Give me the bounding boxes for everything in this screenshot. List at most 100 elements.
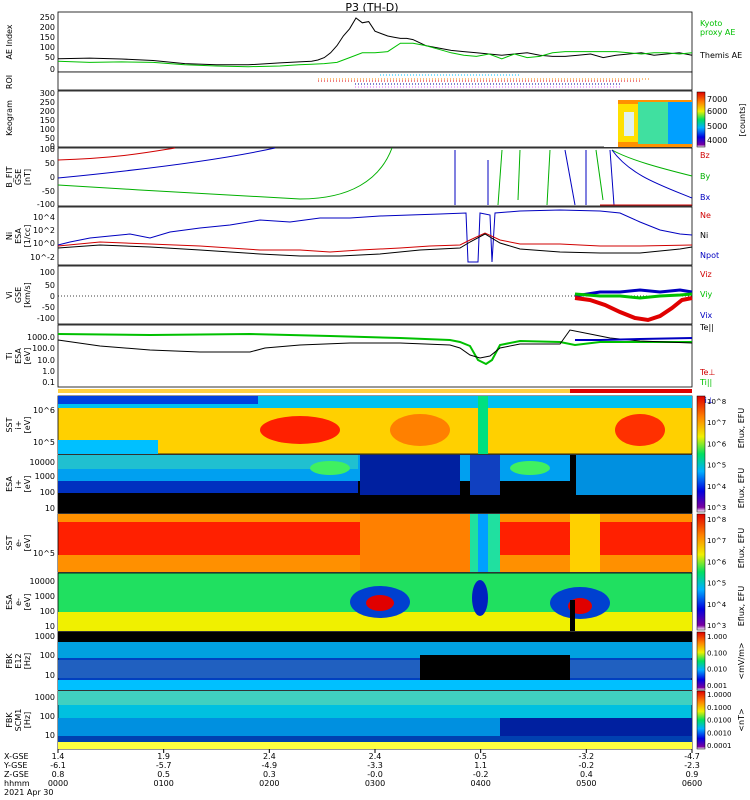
axis-col-2-3: 0200 — [259, 779, 279, 788]
esa-e-tick-10: 10 — [45, 622, 55, 631]
keo-cb-4000: 4000 — [707, 136, 727, 145]
axis-col-0-3: 0000 — [48, 779, 68, 788]
axis-col-0-2: 0.8 — [52, 770, 65, 779]
eflux-label-1: Eflux, EFU — [737, 408, 746, 449]
axis-col-4-0: 0.5 — [474, 752, 487, 761]
axis-col-1-3: 0100 — [153, 779, 173, 788]
axis-col-4-2: -0.2 — [473, 770, 489, 779]
fbk-e-ylabel-1: FBK — [5, 653, 14, 669]
n-ylabel-3: [1/cc] — [23, 225, 32, 248]
fbk-e-tick-1000: 1000 — [35, 632, 55, 641]
cb-tick-0-1: 10^7 — [707, 419, 726, 427]
esa-e-ylabel-1: ESA — [5, 594, 14, 610]
tili-legend: Ti|| — [699, 378, 712, 387]
axis-col-1-0: 1.9 — [157, 752, 170, 761]
ae-tick-150: 150 — [40, 33, 55, 42]
b-tick-0: 0 — [50, 173, 55, 182]
cb-scm-tick-4: 0.0001 — [707, 742, 732, 750]
axis-row-label-0: X-GSE — [4, 752, 29, 761]
fbk-e-tick-10: 10 — [45, 671, 55, 680]
axis-row-label-4: 2021 Apr 30 — [4, 788, 53, 797]
bfield-panel: B_FIT GSE [nT] 100 50 0 -50 -100 Bz By B… — [5, 145, 710, 209]
b-tick-m50: -50 — [42, 187, 55, 196]
sst-e-tick-5: 10^5 — [33, 549, 55, 558]
cb-scm-tick-3: 0.0010 — [707, 729, 732, 737]
axis-col-6-0: -4.7 — [684, 752, 700, 761]
vix-legend: Vix — [700, 311, 713, 320]
sst-i-tick-5: 10^5 — [33, 438, 55, 447]
sst-i-tick-6: 10^6 — [33, 406, 55, 415]
fbk-s-ylabel-1: FBK — [5, 712, 14, 728]
kyoto-legend-1: Kyoto — [700, 19, 722, 28]
v-tick-m50: -50 — [42, 303, 55, 312]
keogram-ylabel: Keogram — [5, 100, 14, 136]
v-tick-0: 0 — [50, 292, 55, 301]
esa-i-ylabel-1: ESA — [5, 476, 14, 492]
esa-electron-panel: ESA e- [eV] 10000 1000 100 10 — [5, 572, 693, 632]
roi-label: ROI — [5, 75, 14, 89]
axis-col-1-1: -5.7 — [156, 761, 172, 770]
axis-col-5-2: 0.4 — [580, 770, 593, 779]
axis-col-0-0: 1.4 — [52, 752, 65, 761]
keo-tick-50: 50 — [45, 134, 55, 143]
esa-ion-panel: ESA i+ [eV] 10000 1000 100 10 — [5, 454, 693, 514]
keo-tick-0: 0 — [50, 142, 55, 151]
n-ylabel-2: ESA — [14, 228, 23, 244]
t-tick-100: 100.0 — [32, 344, 55, 353]
keo-cb-label: [counts] — [738, 104, 747, 137]
n-ylabel-1: Ni — [5, 232, 14, 240]
axis-col-2-1: -4.9 — [262, 761, 278, 770]
keogram-panel: Keogram 300 250 200 150 100 50 0 7000 60… — [5, 89, 747, 151]
v-ylabel-2: GSE — [14, 287, 23, 303]
cb-tick-1-5: 10^3 — [707, 622, 726, 630]
plot-title: P3 (TH-D) — [345, 1, 398, 14]
fbk-s-tick-10: 10 — [45, 731, 55, 740]
esa-i-tick-10000: 10000 — [30, 458, 55, 467]
v-ylabel-1: Vi — [5, 291, 14, 299]
cb-tick-1-2: 10^6 — [707, 558, 727, 566]
cb-tick-0-4: 10^4 — [707, 483, 727, 491]
fbk-s-tick-1000: 1000 — [35, 693, 55, 702]
sst-electron-panel: SST e- [eV] 10^5 — [5, 513, 693, 573]
mode-bar-slow — [58, 389, 570, 393]
sst-i-ylabel-1: SST — [5, 417, 14, 432]
mode-bar-fast — [570, 389, 692, 393]
axis-col-2-2: 0.3 — [263, 770, 276, 779]
ae-tick-100: 100 — [40, 43, 55, 52]
ni-legend: Ni — [700, 231, 708, 240]
v-tick-100: 100 — [40, 268, 55, 277]
keo-tick-150: 150 — [40, 116, 55, 125]
ae-panel: AE Index 250 200 150 100 50 0 Kyoto prox… — [5, 11, 742, 74]
keo-cb-5000: 5000 — [707, 122, 727, 131]
t-ylabel-1: Ti — [5, 353, 14, 361]
mvm-label: <mV/m> — [737, 642, 746, 679]
t-tick-10: 10.0 — [37, 356, 55, 365]
n-tick-4: 10^4 — [33, 213, 55, 222]
esa-i-tick-1000: 1000 — [35, 472, 55, 481]
sst-e-ylabel-1: SST — [5, 535, 14, 550]
t-ylabel-3: [eV] — [23, 348, 32, 365]
v-tick-m100: -100 — [37, 314, 55, 323]
sst-e-ylabel-3: [eV] — [23, 535, 32, 552]
teperp-legend: Te⊥ — [699, 368, 715, 377]
keo-cb-7000: 7000 — [707, 95, 727, 104]
axis-col-4-1: 1.1 — [474, 761, 487, 770]
esa-e-ylabel-3: [eV] — [23, 594, 32, 611]
n-tick-m2: 10^-2 — [30, 253, 55, 262]
sst-ion-panel: SST i+ [eV] 10^6 10^5 — [5, 395, 693, 455]
fbk-e-ylabel-2: E12 — [14, 653, 23, 668]
cb-tick-0-3: 10^5 — [707, 462, 726, 470]
esa-e-tick-1000: 1000 — [35, 592, 55, 601]
sst-i-ylabel-3: [eV] — [23, 417, 32, 434]
esa-e-tick-100: 100 — [40, 607, 55, 616]
keo-tick-300: 300 — [40, 89, 55, 98]
keo-tick-200: 200 — [40, 107, 55, 116]
velocity-panel: Vi GSE [km/s] 100 50 0 -50 -100 Viz Viy … — [5, 265, 713, 325]
nt-label: <nT> — [737, 708, 746, 731]
axis-row-label-1: Y-GSE — [3, 761, 27, 770]
b-tick-100: 100 — [40, 145, 55, 154]
themis-ae-line — [57, 17, 693, 66]
axis-col-6-1: -2.3 — [684, 761, 700, 770]
